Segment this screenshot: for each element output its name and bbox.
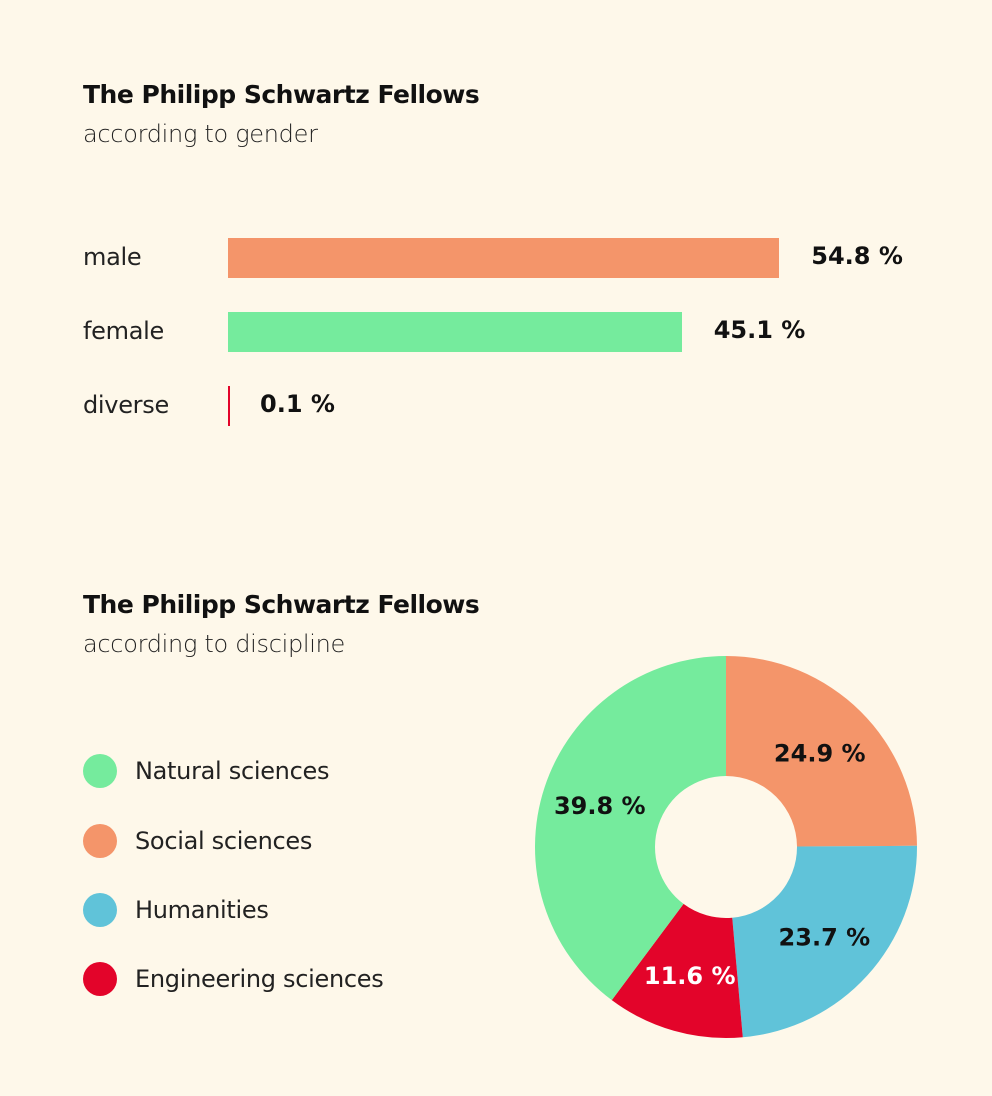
legend-dot-icon <box>83 754 117 788</box>
legend-label: Engineering sciences <box>135 965 384 993</box>
bar-female <box>228 312 682 352</box>
legend-item-engineering-sciences: Engineering sciences <box>83 962 384 996</box>
value-label-diverse: 0.1 % <box>260 390 335 418</box>
legend-dot-icon <box>83 962 117 996</box>
discipline-chart-title: The Philipp Schwartz Fellows <box>83 590 480 619</box>
slice-label-social-sciences: 24.9 % <box>774 740 866 768</box>
category-label-diverse: diverse <box>83 391 169 419</box>
bar-male <box>228 238 780 278</box>
slice-engineering-sciences <box>611 903 743 1038</box>
gender-chart-title: The Philipp Schwartz Fellows <box>83 80 480 109</box>
slice-humanities <box>732 845 917 1038</box>
slice-social-sciences <box>726 656 917 847</box>
legend-label: Natural sciences <box>135 757 330 785</box>
value-label-male: 54.8 % <box>811 242 903 270</box>
bar-diverse <box>228 386 230 426</box>
slice-label-engineering-sciences: 11.6 % <box>644 962 736 990</box>
slice-natural-sciences <box>535 656 726 1001</box>
gender-chart-subtitle: according to gender <box>83 120 318 148</box>
legend-dot-icon <box>83 893 117 927</box>
discipline-chart-subtitle: according to discipline <box>83 630 346 658</box>
category-label-male: male <box>83 243 142 271</box>
slice-label-humanities: 23.7 % <box>779 924 871 952</box>
category-label-female: female <box>83 317 164 345</box>
legend-label: Social sciences <box>135 827 313 855</box>
legend-label: Humanities <box>135 896 269 924</box>
legend-item-humanities: Humanities <box>83 893 269 927</box>
legend-item-natural-sciences: Natural sciences <box>83 754 329 788</box>
slice-label-natural-sciences: 39.8 % <box>554 792 646 820</box>
legend-item-social-sciences: Social sciences <box>83 824 312 858</box>
value-label-female: 45.1 % <box>713 316 806 344</box>
legend-dot-icon <box>83 824 117 858</box>
